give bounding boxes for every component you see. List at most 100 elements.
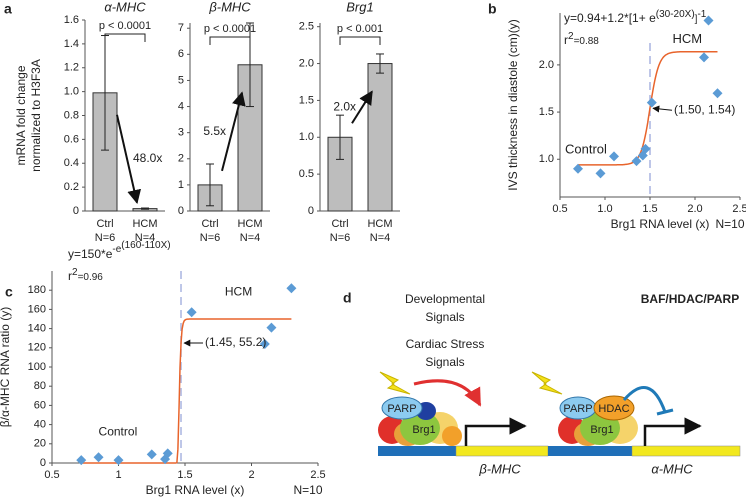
fold-arrow: [221, 91, 246, 172]
fold-label: 5.5x: [203, 124, 226, 138]
x-tick-label: HCM: [132, 218, 157, 230]
chart-title: Brg1: [346, 0, 373, 14]
equation-part: (160-110X): [121, 240, 170, 251]
y-tick-label: 1.0: [299, 131, 314, 143]
y-tick-label: 1.0: [64, 86, 79, 98]
promoter-arrow: [643, 417, 702, 446]
y-tick-label: 0.2: [64, 181, 79, 193]
fold-label: 48.0x: [133, 151, 162, 165]
equation-part: r: [68, 269, 72, 283]
y-axis-label: β/α-MHC RNA ratio (y): [0, 307, 12, 428]
data-point: [609, 151, 619, 162]
group-label: HCM: [673, 31, 703, 46]
n-label: N=6: [330, 232, 351, 244]
group-label: Control: [565, 141, 607, 156]
equation-part: (30-20X): [656, 9, 695, 20]
fold-label: 2.0x: [333, 100, 356, 114]
y-tick-label: 100: [28, 361, 46, 373]
n-label: N=4: [370, 232, 391, 244]
data-point: [76, 455, 87, 466]
equation-part: r: [564, 33, 568, 47]
x-tick-label: 0.5: [44, 469, 59, 481]
y-tick-label: 7: [178, 22, 184, 34]
y-tick-label: 0: [178, 205, 184, 217]
signal-label: Cardiac Stress: [406, 337, 485, 351]
equation-part: =0.88: [574, 36, 600, 47]
complex: PARP HDAC Brg1: [558, 395, 638, 446]
x-tick-label: 1.0: [597, 203, 612, 215]
signal-label: Signals: [425, 355, 464, 369]
inhibition-bar: [656, 408, 674, 416]
y-tick-label: 5: [178, 74, 184, 86]
equation-part: -1: [697, 9, 706, 20]
x-tick-label: 0.5: [552, 203, 567, 215]
data-point: [259, 338, 270, 349]
y-tick-label: 1.6: [64, 14, 79, 26]
x-tick-label: 1.5: [642, 203, 657, 215]
p-value: p < 0.0001: [204, 23, 256, 35]
equation-part: =0.96: [78, 272, 104, 283]
data-point: [573, 163, 583, 174]
y-tick-label: 0.4: [64, 157, 79, 169]
point-label: (1.50, 1.54): [674, 102, 735, 116]
fit-curve: [81, 318, 292, 464]
dna: [378, 446, 456, 456]
data-point: [703, 15, 714, 26]
significance-bracket: [209, 36, 251, 45]
x-axis-label: Brg1 RNA level (x): [146, 483, 245, 497]
panel-label: b: [488, 1, 497, 17]
data-point: [712, 88, 723, 99]
equation-part: y=0.94+1.2*[1+ e: [564, 11, 656, 25]
p-value: p < 0.001: [337, 23, 383, 35]
significance-bracket: [104, 33, 146, 42]
n-label: N=10: [715, 217, 744, 231]
n-label: N=6: [95, 232, 116, 244]
equation: y=150*e-e(160-110X): [68, 240, 171, 262]
x-tick-label: 2.5: [732, 203, 746, 215]
protein-label: PARP: [387, 403, 416, 415]
y-tick-label: 140: [28, 323, 46, 335]
data-point: [146, 449, 157, 460]
equation: y=0.94+1.2*[1+ e(30-20X)]-1: [564, 9, 707, 26]
group-label: HCM: [225, 284, 252, 298]
chart-title: α-MHC: [104, 0, 146, 14]
x-tick-label: Ctrl: [201, 218, 218, 230]
y-tick-label: 2.0: [299, 57, 314, 69]
lightning: [379, 371, 411, 395]
group-label: Control: [99, 424, 138, 438]
equation-part: -e: [112, 244, 121, 255]
equation-part: 2: [568, 31, 574, 42]
gene-label: α-MHC: [651, 461, 693, 476]
y-tick-label: 20: [34, 438, 46, 450]
x-tick-label: 1: [115, 469, 121, 481]
x-axis-label: Brg1 RNA level (x): [611, 217, 710, 231]
x-tick-label: 2.5: [310, 469, 325, 481]
y-tick-label: 0.5: [299, 168, 314, 180]
equation-part: 2: [72, 267, 78, 278]
data-point: [286, 283, 297, 294]
promoter-arrow: [464, 417, 527, 446]
activation-arrow: [413, 379, 482, 407]
y-tick-label: 1.5: [539, 106, 554, 118]
y-tick-label: 40: [34, 419, 46, 431]
y-tick-label: 60: [34, 399, 46, 411]
protein-label: Brg1: [590, 424, 613, 436]
inhibition-arrow: [622, 386, 667, 413]
y-tick-label: 1.0: [539, 153, 554, 165]
equation: r2=0.88: [564, 31, 599, 48]
panel-label: c: [5, 284, 13, 300]
n-label: N=6: [200, 232, 221, 244]
n-label: N=4: [135, 232, 156, 244]
equation: r2=0.96: [68, 267, 103, 284]
y-tick-label: 1.4: [64, 38, 79, 50]
x-tick-label: 2: [248, 469, 254, 481]
data-point: [162, 448, 173, 459]
y-tick-label: 1.2: [64, 62, 79, 74]
fold-arrow: [116, 114, 142, 204]
equation-part: y=150*e: [68, 247, 113, 261]
protein-label: HDAC: [598, 403, 629, 415]
protein-label: PARP: [563, 403, 592, 415]
y-axis-label: normalized to H3F3A: [29, 59, 43, 172]
y-axis-label: IVS thickness in diastole (cm)(y): [506, 19, 520, 190]
point-arrow: [652, 105, 673, 113]
